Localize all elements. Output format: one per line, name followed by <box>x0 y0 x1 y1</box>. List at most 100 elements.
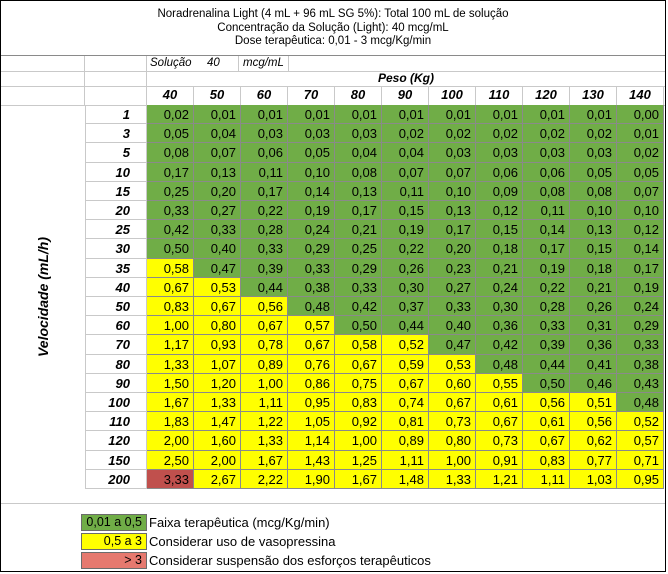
dose-cell: 0,01 <box>194 105 241 125</box>
dose-cell: 0,33 <box>335 277 382 297</box>
dose-cell: 0,52 <box>617 412 664 432</box>
dose-cell: 0,13 <box>429 201 476 221</box>
dose-cell: 0,74 <box>382 393 429 413</box>
rate-label: 15 <box>85 181 147 201</box>
dose-cell: 0,60 <box>429 373 476 393</box>
column-divider <box>85 105 86 489</box>
dose-cell: 1,47 <box>194 412 241 432</box>
dose-cell: 0,08 <box>570 181 617 201</box>
dose-cell: 0,33 <box>288 258 335 278</box>
dose-cell: 0,80 <box>429 431 476 451</box>
dose-cell: 1,00 <box>147 316 194 336</box>
dose-cell: 0,02 <box>147 105 194 125</box>
dose-cell: 0,18 <box>570 258 617 278</box>
dose-cell: 3,33 <box>147 469 194 489</box>
dose-cell: 0,56 <box>570 412 617 432</box>
dose-cell: 0,40 <box>429 316 476 336</box>
dose-cell: 1,05 <box>288 412 335 432</box>
dose-cell: 0,21 <box>335 220 382 240</box>
solution-label: Solução <box>150 57 192 69</box>
dose-cell: 0,78 <box>241 335 288 355</box>
dose-cell: 0,18 <box>476 239 523 259</box>
dose-cell: 0,80 <box>194 316 241 336</box>
dose-cell: 0,08 <box>147 143 194 163</box>
dose-cell: 0,10 <box>570 201 617 221</box>
dose-cell: 0,44 <box>241 277 288 297</box>
weight-header: 110 <box>476 86 523 105</box>
weight-header: 130 <box>570 86 617 105</box>
table-row: 20 0,33 0,27 0,22 0,19 0,17 0,15 0,13 0,12 0,11 0,… <box>1 201 665 221</box>
dose-cell: 0,38 <box>617 354 664 374</box>
dose-cell: 0,83 <box>335 393 382 413</box>
dose-cell: 0,43 <box>617 373 664 393</box>
dose-cell: 0,31 <box>570 316 617 336</box>
dose-cell: 0,33 <box>147 201 194 221</box>
dose-cell: 0,67 <box>382 373 429 393</box>
dose-cell: 0,17 <box>617 258 664 278</box>
dose-cell: 0,01 <box>335 105 382 125</box>
dose-cell: 0,83 <box>147 297 194 317</box>
dose-cell: 0,58 <box>147 258 194 278</box>
dose-cell: 0,01 <box>476 105 523 125</box>
solution-unit: mcg/mL <box>239 56 289 71</box>
dose-cell: 0,50 <box>147 239 194 259</box>
title-line-1: Noradrenalina Light (4 mL + 96 mL SG 5%)… <box>157 8 509 20</box>
dose-cell: 0,39 <box>523 335 570 355</box>
dose-cell: 0,12 <box>476 201 523 221</box>
dose-cell: 0,86 <box>288 373 335 393</box>
dose-cell: 0,39 <box>241 258 288 278</box>
dose-cell: 0,10 <box>429 181 476 201</box>
dose-cell: 0,14 <box>617 239 664 259</box>
dose-cell: 0,67 <box>241 316 288 336</box>
dose-cell: 0,22 <box>523 277 570 297</box>
legend-text: Considerar uso de vasopressina <box>149 534 336 549</box>
table-row: 25 0,42 0,33 0,28 0,24 0,21 0,19 0,17 0,15 0,14 0,… <box>1 220 665 240</box>
dose-cell: 0,25 <box>147 181 194 201</box>
dose-cell: 0,05 <box>147 124 194 144</box>
dose-cell: 0,30 <box>382 277 429 297</box>
blank-row <box>1 503 665 513</box>
dose-cell: 0,67 <box>147 277 194 297</box>
dose-cell: 0,61 <box>523 412 570 432</box>
dose-cell: 0,52 <box>382 335 429 355</box>
dose-cell: 0,01 <box>617 124 664 144</box>
dose-cell: 1,21 <box>476 469 523 489</box>
dose-cell: 1,11 <box>241 393 288 413</box>
dose-cell: 0,67 <box>335 354 382 374</box>
dose-cell: 1,43 <box>288 450 335 470</box>
dose-cell: 0,46 <box>570 373 617 393</box>
dose-cell: 0,53 <box>429 354 476 374</box>
dose-cell: 0,56 <box>523 393 570 413</box>
dose-cell: 0,57 <box>617 431 664 451</box>
dose-cell: 0,48 <box>617 393 664 413</box>
rate-label: 20 <box>85 201 147 221</box>
dose-cell: 0,25 <box>335 239 382 259</box>
dose-cell: 0,47 <box>194 258 241 278</box>
dose-cell: 0,07 <box>382 162 429 182</box>
weight-header: 70 <box>288 86 335 105</box>
dose-cell: 1,00 <box>241 373 288 393</box>
dose-cell: 0,17 <box>335 201 382 221</box>
legend-swatch: 0,5 a 3 <box>81 533 147 550</box>
dose-cell: 2,00 <box>147 431 194 451</box>
dose-cell: 0,89 <box>382 431 429 451</box>
dose-cell: 0,55 <box>476 373 523 393</box>
dose-cell: 0,07 <box>429 162 476 182</box>
dose-cell: 0,26 <box>570 297 617 317</box>
dose-cell: 0,77 <box>570 450 617 470</box>
dose-cell: 0,03 <box>570 143 617 163</box>
dose-cell: 0,44 <box>523 354 570 374</box>
dose-cell: 0,03 <box>241 124 288 144</box>
table-row: 15 0,25 0,20 0,17 0,14 0,13 0,11 0,10 0,09 0,08 0,… <box>1 181 665 201</box>
weight-header: 60 <box>241 86 288 105</box>
dose-cell: 0,67 <box>476 412 523 432</box>
weight-header: 90 <box>382 86 429 105</box>
dose-cell: 0,29 <box>288 239 335 259</box>
dose-cell: 0,03 <box>288 124 335 144</box>
title-line-2: Concentração da Solução (Light): 40 mcg/… <box>217 21 449 34</box>
table-row: 40 0,67 0,53 0,44 0,38 0,33 0,30 0,27 0,24 0,22 0,… <box>1 277 665 297</box>
dose-cell: 0,01 <box>429 105 476 125</box>
dose-cell: 0,44 <box>382 316 429 336</box>
dose-cell: 0,47 <box>429 335 476 355</box>
dose-cell: 0,48 <box>476 354 523 374</box>
